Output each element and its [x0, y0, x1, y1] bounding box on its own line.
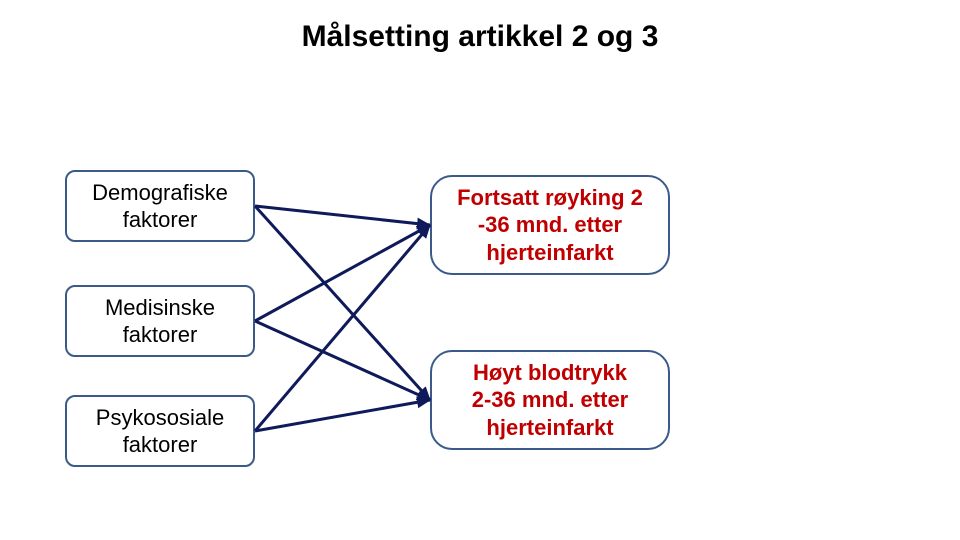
outcome-node-blodtrykk: Høyt blodtrykk 2-36 mnd. etter hjerteinf… — [430, 350, 670, 450]
edge-arrow — [255, 206, 430, 400]
outcome-node-royking: Fortsatt røyking 2 -36 mnd. etter hjerte… — [430, 175, 670, 275]
factor-label: Psykososiale faktorer — [96, 404, 224, 459]
edge-arrow — [255, 225, 430, 321]
edge-arrow — [255, 400, 430, 431]
outcome-label: Fortsatt røyking 2 -36 mnd. etter hjerte… — [457, 184, 643, 267]
edge-arrow — [255, 206, 430, 225]
factor-node-psykososiale: Psykososiale faktorer — [65, 395, 255, 467]
factor-node-medisinske: Medisinske faktorer — [65, 285, 255, 357]
edge-arrow — [255, 225, 430, 431]
outcome-label: Høyt blodtrykk 2-36 mnd. etter hjerteinf… — [472, 359, 629, 442]
diagram-title: Målsetting artikkel 2 og 3 — [0, 20, 960, 54]
factor-node-demografiske: Demografiske faktorer — [65, 170, 255, 242]
edge-arrow — [255, 321, 430, 400]
factor-label: Medisinske faktorer — [105, 294, 215, 349]
factor-label: Demografiske faktorer — [92, 179, 228, 234]
